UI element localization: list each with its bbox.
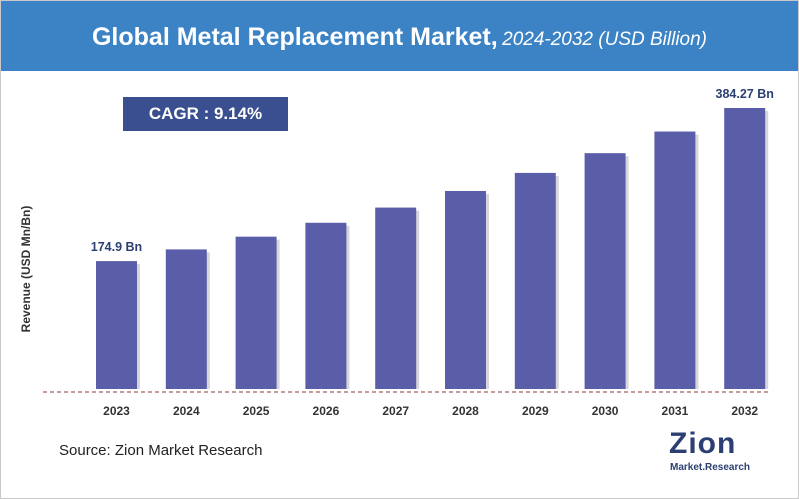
x-tick-2025: 2025 xyxy=(243,404,270,418)
bar-2028 xyxy=(445,190,486,389)
x-tick-2024: 2024 xyxy=(173,404,200,418)
data-label-2023: 174.9 Bn xyxy=(91,240,142,254)
chart-title: Global Metal Replacement Market, 2024-20… xyxy=(1,23,798,52)
chart-title-sub: 2024-2032 (USD Billion) xyxy=(502,29,708,50)
logo-wordmark: Zion xyxy=(669,427,737,460)
x-tick-2027: 2027 xyxy=(382,404,409,418)
title-bar: Global Metal Replacement Market, 2024-20… xyxy=(1,1,798,71)
bar-2026 xyxy=(305,222,347,389)
x-tick-2026: 2026 xyxy=(313,404,340,418)
x-tick-2023: 2023 xyxy=(103,404,130,418)
x-tick-2031: 2031 xyxy=(662,404,689,418)
cagr-badge: CAGR : 9.14% xyxy=(123,97,288,131)
x-tick-2028: 2028 xyxy=(452,404,479,418)
x-tick-2030: 2030 xyxy=(592,404,619,418)
bar-2032 xyxy=(724,108,766,389)
data-label-2032: 384.27 Bn xyxy=(716,87,774,101)
zion-logo: Zion Market.Research xyxy=(667,427,763,479)
bar-2027 xyxy=(375,207,417,389)
source-note: Source: Zion Market Research xyxy=(59,442,263,459)
bar-2023 xyxy=(96,261,137,389)
bar-2024 xyxy=(165,249,207,389)
logo-subtext: Market.Research xyxy=(670,462,751,473)
x-tick-2029: 2029 xyxy=(522,404,549,418)
bar-2025 xyxy=(235,236,277,389)
chart-title-main: Global Metal Replacement Market, xyxy=(91,23,498,51)
bar-2029 xyxy=(514,172,556,389)
bar-chart: 2023 2024 2025 2026 2027 2028 2029 2030 2031 2032… xyxy=(43,87,774,418)
bar-2030 xyxy=(584,153,626,389)
bar-2031 xyxy=(654,131,696,389)
x-tick-2032: 2032 xyxy=(731,404,758,418)
